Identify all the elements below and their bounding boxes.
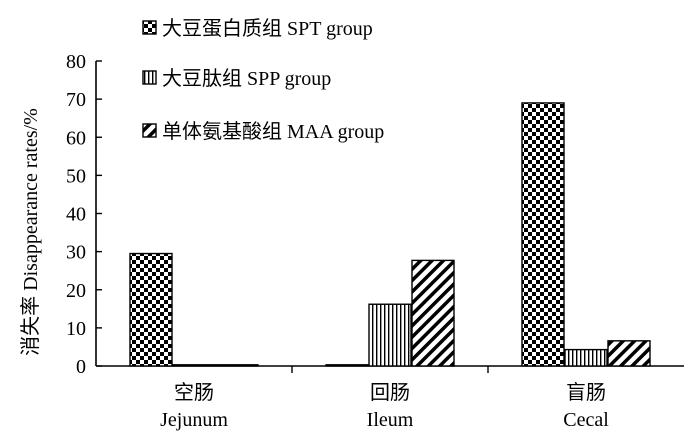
bar-3-1 [215, 364, 259, 367]
y-tick-label: 70 [66, 89, 86, 111]
x-tick-label-zh: 盲肠 [566, 381, 606, 404]
y-tick-label: 40 [66, 204, 86, 226]
legend-label-3: 单体氨基酸组 MAA group [162, 120, 384, 143]
bar-1-3 [521, 102, 565, 367]
y-tick-label: 10 [66, 318, 86, 340]
bar-1-2 [325, 364, 369, 367]
axes: 0 10 20 30 40 50 60 70 80 [66, 51, 684, 378]
bars: 空肠 Jejunum 回肠 Ileum 盲肠 Cecal [129, 102, 651, 431]
y-tick-label: 20 [66, 280, 86, 302]
x-tick-label-en: Cecal [563, 409, 609, 431]
bar-3-3 [607, 340, 651, 367]
bar-1-1 [129, 252, 173, 367]
legend-label-2: 大豆肽组 SPP group [162, 67, 331, 90]
bar-2-2 [368, 303, 412, 367]
legend-swatch-2 [142, 70, 157, 85]
legend-swatch-3 [142, 123, 157, 138]
y-tick-label: 50 [66, 165, 86, 187]
legend: 大豆蛋白质组 SPT group 大豆肽组 SPP group 单体氨基酸组 MAA… [142, 17, 384, 143]
bar-2-1 [172, 364, 216, 367]
bar-2-3 [564, 348, 608, 367]
x-tick-label-zh: 回肠 [370, 382, 410, 404]
y-axis-label: 消失率 Disappearance rates/% [19, 108, 42, 356]
y-tick-label: 30 [66, 242, 86, 264]
legend-label-1: 大豆蛋白质组 SPT group [162, 17, 373, 40]
bar-3-2 [411, 259, 455, 367]
x-tick-label-en: Jejunum [160, 409, 228, 431]
y-tick-label: 60 [66, 127, 86, 149]
y-tick-label: 80 [66, 51, 86, 73]
x-tick-label-en: Ileum [367, 409, 414, 431]
x-tick-label-zh: 空肠 [174, 381, 214, 404]
y-tick-label: 0 [76, 356, 86, 378]
legend-swatch-1 [142, 20, 157, 35]
